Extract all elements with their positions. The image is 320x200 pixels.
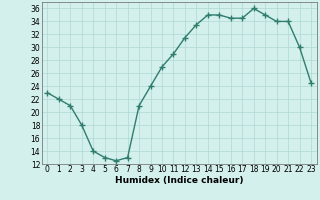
X-axis label: Humidex (Indice chaleur): Humidex (Indice chaleur) [115, 176, 244, 185]
